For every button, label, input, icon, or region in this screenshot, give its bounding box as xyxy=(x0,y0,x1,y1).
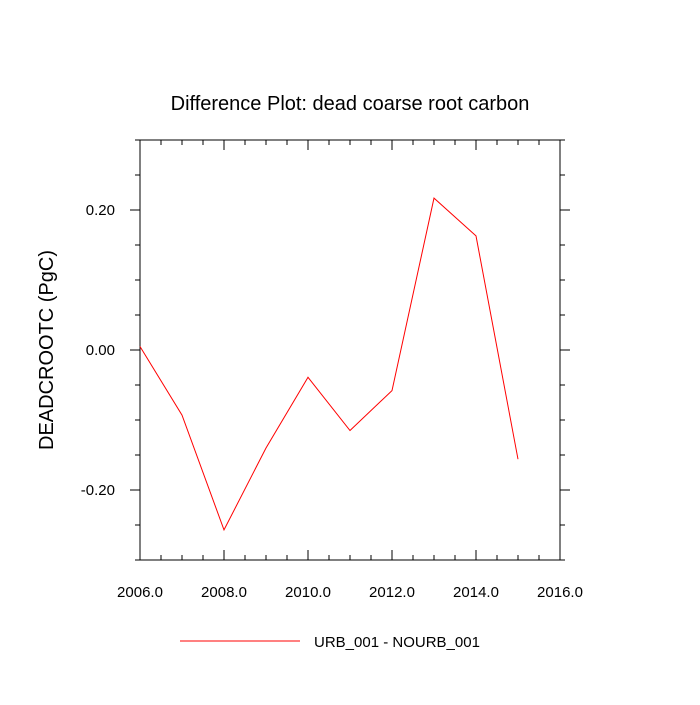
series-group xyxy=(139,197,519,532)
legend-label: URB_001 - NOURB_001 xyxy=(314,634,480,651)
x-tick-label: 2012.0 xyxy=(369,584,415,601)
x-tick-label: 2006.0 xyxy=(117,584,163,601)
axis-ticks xyxy=(130,139,570,561)
y-tick-label: 0.00 xyxy=(86,342,115,359)
axis-tick-labels: 2006.0 2008.0 2010.0 2012.0 2014.0 2016.0 -0.2… xyxy=(81,202,583,601)
x-tick-label: 2008.0 xyxy=(201,584,247,601)
x-tick-label: 2010.0 xyxy=(285,584,331,601)
x-tick-label: 2014.0 xyxy=(453,584,499,601)
chart-title: Difference Plot: dead coarse root carbon xyxy=(171,93,530,115)
series-line xyxy=(139,197,519,532)
y-tick-label: -0.20 xyxy=(81,482,115,499)
legend: URB_001 - NOURB_001 xyxy=(180,634,480,651)
y-tick-label: 0.20 xyxy=(86,202,115,219)
x-tick-label: 2016.0 xyxy=(537,584,583,601)
y-axis-title: DEADCROOTC (PgC) xyxy=(36,250,58,450)
